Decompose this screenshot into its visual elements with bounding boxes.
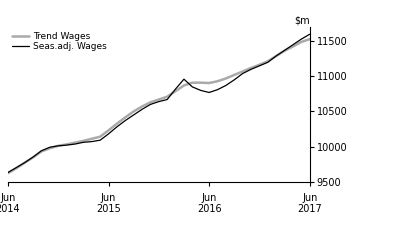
Seas.adj. Wages	[114, 126, 119, 128]
Seas.adj. Wages	[131, 114, 136, 116]
Seas.adj. Wages	[215, 88, 220, 91]
Trend Wages	[148, 101, 153, 104]
Seas.adj. Wages	[123, 119, 128, 122]
Trend Wages	[173, 90, 178, 92]
Trend Wages	[181, 84, 186, 87]
Line: Seas.adj. Wages: Seas.adj. Wages	[8, 34, 310, 173]
Seas.adj. Wages	[265, 61, 270, 64]
Line: Trend Wages: Trend Wages	[8, 39, 310, 173]
Trend Wages	[240, 70, 245, 73]
Trend Wages	[257, 63, 262, 66]
Trend Wages	[22, 161, 27, 164]
Trend Wages	[106, 129, 111, 132]
Seas.adj. Wages	[249, 68, 253, 71]
Trend Wages	[190, 81, 195, 84]
Seas.adj. Wages	[14, 166, 19, 169]
Seas.adj. Wages	[240, 72, 245, 75]
Seas.adj. Wages	[140, 108, 145, 111]
Seas.adj. Wages	[106, 133, 111, 135]
Seas.adj. Wages	[307, 33, 312, 36]
Trend Wages	[73, 141, 77, 144]
Text: $m: $m	[294, 16, 310, 26]
Trend Wages	[14, 167, 19, 170]
Trend Wages	[89, 137, 94, 140]
Seas.adj. Wages	[257, 64, 262, 67]
Seas.adj. Wages	[299, 38, 304, 41]
Seas.adj. Wages	[232, 79, 237, 81]
Trend Wages	[39, 150, 44, 153]
Seas.adj. Wages	[148, 103, 153, 106]
Seas.adj. Wages	[6, 171, 10, 174]
Seas.adj. Wages	[156, 100, 161, 103]
Trend Wages	[56, 144, 61, 147]
Trend Wages	[215, 80, 220, 83]
Seas.adj. Wages	[274, 55, 279, 57]
Text: Jun
2014: Jun 2014	[0, 193, 20, 214]
Trend Wages	[131, 110, 136, 113]
Trend Wages	[198, 81, 203, 84]
Seas.adj. Wages	[165, 98, 170, 101]
Trend Wages	[291, 45, 295, 48]
Seas.adj. Wages	[73, 143, 77, 146]
Seas.adj. Wages	[282, 49, 287, 52]
Text: Jun
2015: Jun 2015	[96, 193, 121, 214]
Trend Wages	[274, 55, 279, 57]
Trend Wages	[207, 82, 212, 84]
Trend Wages	[249, 67, 253, 69]
Trend Wages	[64, 143, 69, 146]
Seas.adj. Wages	[81, 141, 86, 144]
Trend Wages	[81, 140, 86, 142]
Trend Wages	[31, 156, 35, 159]
Trend Wages	[232, 74, 237, 76]
Seas.adj. Wages	[207, 91, 212, 94]
Trend Wages	[282, 49, 287, 52]
Seas.adj. Wages	[64, 144, 69, 146]
Seas.adj. Wages	[89, 140, 94, 143]
Trend Wages	[98, 135, 102, 138]
Trend Wages	[307, 38, 312, 41]
Trend Wages	[165, 95, 170, 98]
Seas.adj. Wages	[198, 89, 203, 92]
Text: Jun
2016: Jun 2016	[197, 193, 222, 214]
Seas.adj. Wages	[39, 149, 44, 152]
Seas.adj. Wages	[48, 146, 52, 149]
Trend Wages	[123, 116, 128, 119]
Trend Wages	[48, 147, 52, 150]
Trend Wages	[114, 122, 119, 125]
Seas.adj. Wages	[22, 161, 27, 164]
Seas.adj. Wages	[173, 88, 178, 90]
Trend Wages	[265, 60, 270, 63]
Seas.adj. Wages	[31, 156, 35, 158]
Trend Wages	[140, 105, 145, 108]
Trend Wages	[6, 172, 10, 175]
Trend Wages	[224, 77, 228, 80]
Seas.adj. Wages	[98, 139, 102, 142]
Trend Wages	[299, 41, 304, 43]
Seas.adj. Wages	[224, 84, 228, 87]
Trend Wages	[156, 98, 161, 101]
Seas.adj. Wages	[56, 144, 61, 147]
Seas.adj. Wages	[190, 86, 195, 88]
Legend: Trend Wages, Seas.adj. Wages: Trend Wages, Seas.adj. Wages	[12, 32, 107, 51]
Text: Jun
2017: Jun 2017	[297, 193, 322, 214]
Seas.adj. Wages	[291, 43, 295, 46]
Seas.adj. Wages	[181, 78, 186, 81]
